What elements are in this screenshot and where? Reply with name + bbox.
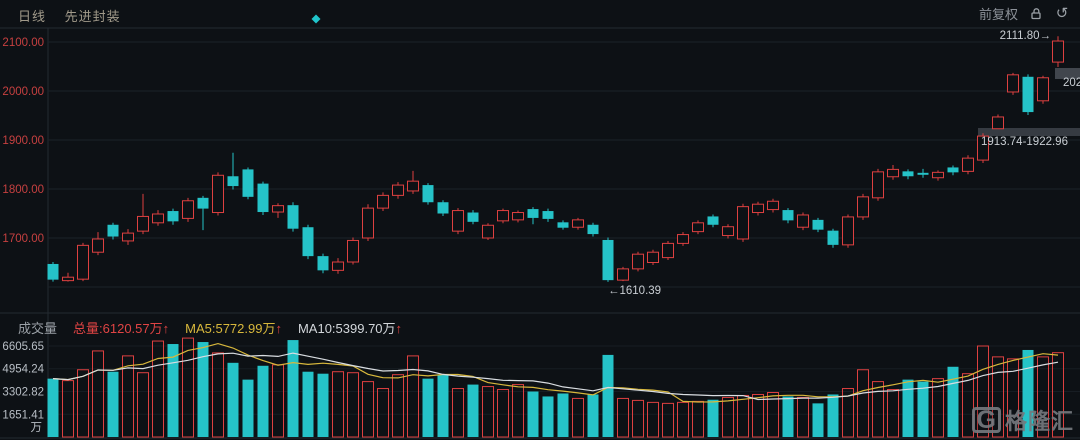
svg-text:4954.24: 4954.24 xyxy=(2,364,44,376)
annotation-bands xyxy=(978,68,1080,136)
event-diamond-marker[interactable] xyxy=(311,14,321,24)
volume-ma10-value: MA10:5399.70万↑ xyxy=(297,321,403,336)
svg-text:2100.00: 2100.00 xyxy=(2,37,44,49)
adjust-mode-button[interactable]: 前复权 xyxy=(978,7,1018,22)
svg-text:2000.00: 2000.00 xyxy=(2,86,44,98)
gelonghui-logo-text: 格隆汇 xyxy=(1004,409,1074,434)
gelonghui-logo-icon: G xyxy=(971,407,1001,433)
volume-total-value: 总量:6120.57万↑ xyxy=(73,321,170,336)
volume-ma5-line xyxy=(52,342,1059,403)
price-annotations: 2111.80→ 2027 1913.74-1922.96 ←1610.39 xyxy=(608,30,1080,297)
axis-labels: 2100.00 2000.00 1900.00 1800.00 1700.00 6605.… xyxy=(2,37,44,434)
volume-legend: 成交量 总量:6120.57万↑ MA5:5772.99万↑ MA10:5399… xyxy=(18,318,402,337)
candles xyxy=(47,36,1064,282)
unlock-icon[interactable] xyxy=(1028,6,1044,22)
svg-text:2027: 2027 xyxy=(1063,77,1080,89)
svg-text:1700.00: 1700.00 xyxy=(2,233,44,245)
chart-toolbar: 前复权 ↺ xyxy=(979,4,1070,23)
svg-text:6605.65: 6605.65 xyxy=(2,341,44,353)
volume-ma5-value: MA5:5772.99万↑ xyxy=(185,321,282,336)
svg-text:1913.74-1922.96: 1913.74-1922.96 xyxy=(981,136,1068,148)
svg-text:1800.00: 1800.00 xyxy=(2,184,44,196)
volume-panel-title: 成交量 xyxy=(18,321,58,336)
grid-lines xyxy=(0,27,1080,439)
volume-ma10-line xyxy=(52,352,1059,401)
chart-header: 日线 先进封装 xyxy=(18,6,121,25)
gelonghui-watermark: G 格隆汇 xyxy=(971,404,1074,436)
period-label[interactable]: 日线 xyxy=(18,9,47,24)
svg-text:1651.41: 1651.41 xyxy=(2,409,44,421)
refresh-icon[interactable]: ↺ xyxy=(1055,4,1069,22)
symbol-title: 先进封装 xyxy=(64,9,121,24)
svg-text:万: 万 xyxy=(31,422,43,434)
svg-text:2111.80→: 2111.80→ xyxy=(1000,30,1051,42)
svg-text:3302.82: 3302.82 xyxy=(2,387,44,399)
svg-text:←1610.39: ←1610.39 xyxy=(608,285,661,297)
svg-text:1900.00: 1900.00 xyxy=(2,135,44,147)
volume-bars xyxy=(47,337,1064,438)
